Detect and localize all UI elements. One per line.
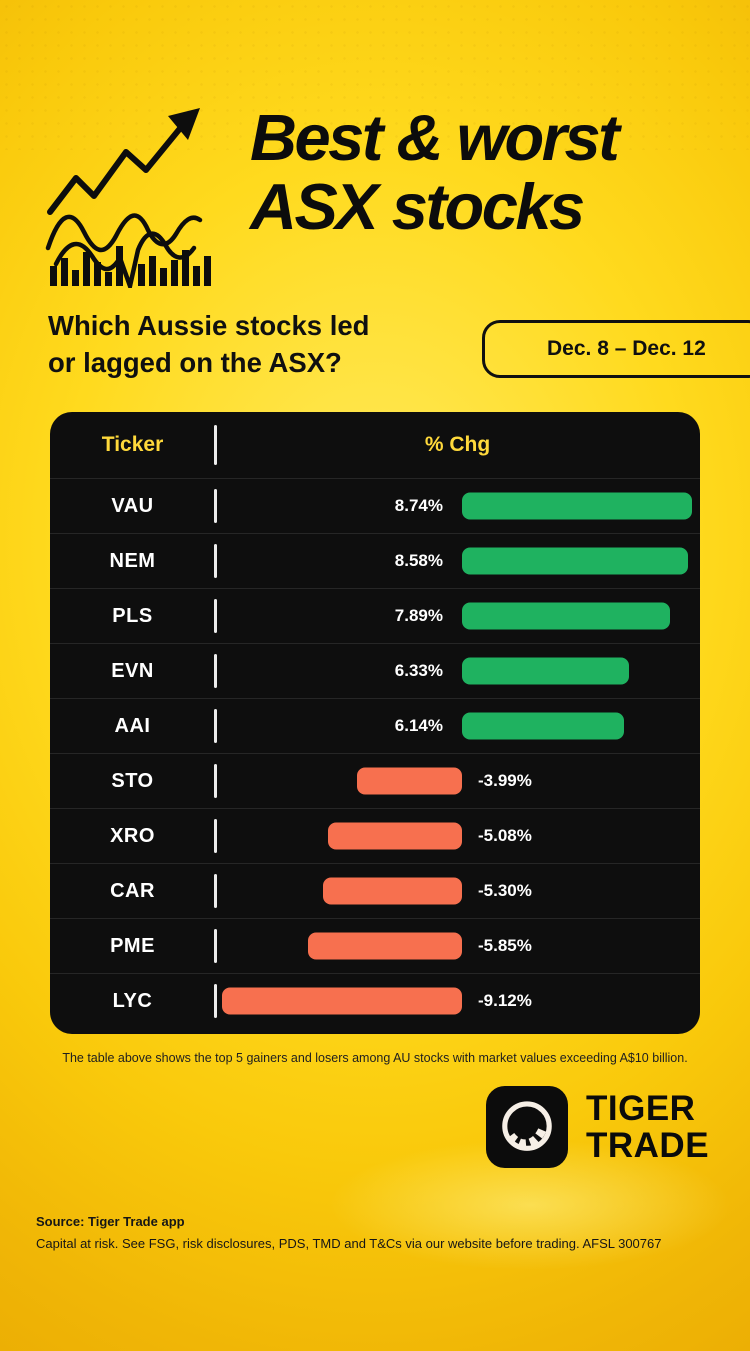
logo-wordmark: TIGER TRADE: [586, 1088, 710, 1165]
chg-bar: [462, 712, 624, 740]
chg-label: 8.74%: [394, 496, 443, 515]
table-row: EVN 6.33%: [50, 643, 700, 698]
table-row: CAR -5.30%: [50, 863, 700, 918]
chg-label: 8.58%: [394, 551, 443, 570]
chg-bar: [462, 547, 688, 575]
chart-cell: -5.30%: [215, 864, 700, 918]
page-title: Best & worst ASX stocks: [250, 101, 620, 243]
chg-bar: [462, 602, 670, 630]
chart-cell: -3.99%: [215, 754, 700, 808]
ticker-cell: CAR: [110, 879, 155, 902]
tiger-trade-logo: TIGER TRADE: [486, 1086, 709, 1168]
chg-label: -5.85%: [478, 936, 532, 955]
table-row: AAI 6.14%: [50, 698, 700, 753]
table-row: VAU 8.74%: [50, 478, 700, 533]
ticker-cell: LYC: [112, 989, 153, 1012]
logo-word-trade: TRADE: [586, 1126, 710, 1165]
stock-table: Ticker % Chg VAU 8.74% NEM 8.58% PLS: [50, 412, 700, 1034]
column-divider: [214, 764, 217, 798]
subtitle: Which Aussie stocks led or lagged on the…: [48, 308, 369, 382]
ticker-cell: PME: [110, 934, 155, 957]
ticker-cell: VAU: [111, 494, 154, 517]
chart-cell: 6.33%: [215, 644, 700, 698]
ticker-cell: STO: [111, 769, 154, 792]
column-header-chg: % Chg: [424, 433, 491, 456]
chg-bar: [357, 767, 462, 795]
table-header: Ticker % Chg: [50, 412, 700, 478]
table-row: LYC -9.12%: [50, 973, 700, 1028]
column-divider: [214, 874, 217, 908]
chg-bar: [323, 877, 462, 905]
chart-cell: 7.89%: [215, 589, 700, 643]
tiger-trade-icon: [486, 1086, 568, 1168]
table-row: STO -3.99%: [50, 753, 700, 808]
chg-label: 7.89%: [394, 606, 443, 625]
subtitle-line2: or lagged on the ASX?: [48, 346, 342, 378]
date-range-label: Dec. 8 – Dec. 12: [547, 337, 706, 360]
chg-label: -3.99%: [478, 771, 532, 790]
ticker-cell: NEM: [109, 549, 156, 572]
chart-cell: -5.08%: [215, 809, 700, 863]
logo-word-tiger: TIGER: [586, 1088, 696, 1128]
chg-label: -5.08%: [478, 826, 532, 845]
chg-label: 6.33%: [394, 661, 443, 680]
chg-label: 6.14%: [394, 716, 443, 735]
stock-chart-illustration: [42, 100, 222, 295]
table-row: PLS 7.89%: [50, 588, 700, 643]
chg-bar: [222, 987, 462, 1015]
chg-bar: [462, 492, 692, 520]
column-divider: [214, 489, 217, 523]
chart-cell: 8.74%: [215, 479, 700, 533]
column-divider: [214, 709, 217, 743]
source-text: Source: Tiger Trade app: [36, 1214, 185, 1229]
chg-bar: [462, 657, 629, 685]
subtitle-line1: Which Aussie stocks led: [48, 310, 370, 341]
table-row: PME -5.85%: [50, 918, 700, 973]
column-divider: [214, 929, 217, 963]
ticker-cell: PLS: [112, 604, 153, 627]
chart-arrow-icon: [45, 108, 211, 295]
chart-cell: -5.85%: [215, 919, 700, 973]
column-divider: [214, 984, 217, 1018]
table-caption: The table above shows the top 5 gainers …: [62, 1051, 688, 1065]
title-line1: Best & worst: [250, 101, 620, 174]
ticker-cell: EVN: [111, 659, 154, 682]
chart-cell: 8.58%: [215, 534, 700, 588]
chart-cell: 6.14%: [215, 699, 700, 753]
chg-bar: [308, 932, 462, 960]
footer: Source: Tiger Trade app Capital at risk.…: [36, 1214, 726, 1251]
chg-label: -9.12%: [478, 991, 532, 1010]
table-row: NEM 8.58%: [50, 533, 700, 588]
column-divider: [214, 599, 217, 633]
ticker-cell: AAI: [114, 714, 151, 737]
column-divider: [214, 544, 217, 578]
column-divider: [214, 654, 217, 688]
chart-cell: -9.12%: [215, 974, 700, 1028]
chg-bar: [328, 822, 462, 850]
ticker-cell: XRO: [110, 824, 155, 847]
disclaimer-text: Capital at risk. See FSG, risk disclosur…: [36, 1236, 662, 1251]
title-line2: ASX stocks: [250, 169, 585, 243]
date-range-badge: Dec. 8 – Dec. 12: [482, 320, 750, 378]
column-divider: [214, 819, 217, 853]
column-divider: [214, 425, 217, 465]
column-header-ticker: Ticker: [101, 433, 164, 456]
table-row: XRO -5.08%: [50, 808, 700, 863]
chg-label: -5.30%: [478, 881, 532, 900]
